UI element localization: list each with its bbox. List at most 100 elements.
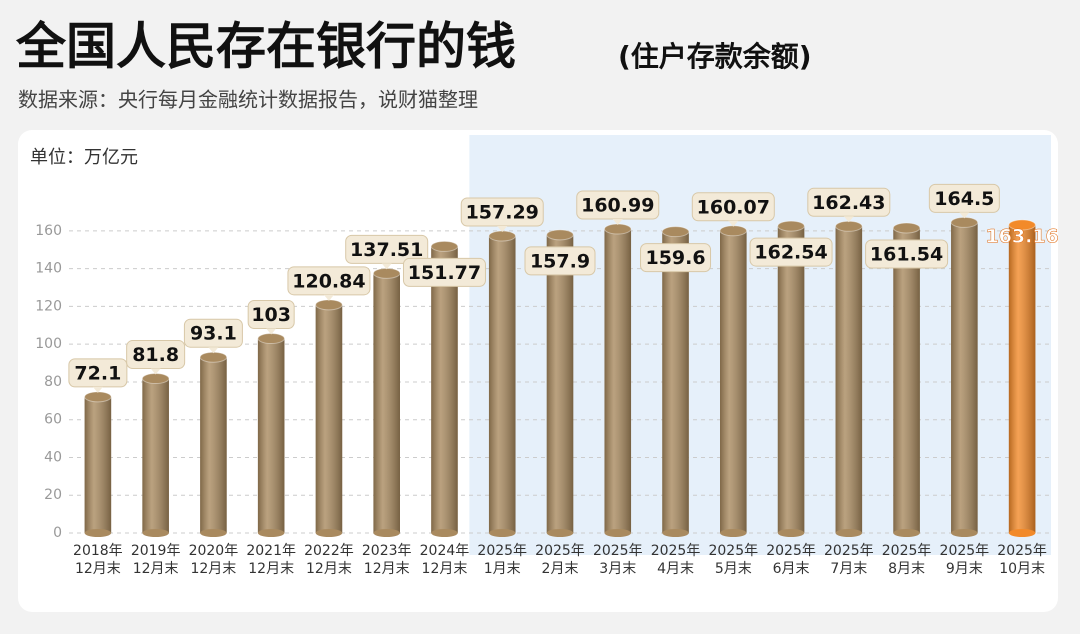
x-tick-label: 9月末	[946, 561, 983, 577]
bar-shade	[142, 378, 169, 533]
y-tick-label: 0	[53, 525, 62, 541]
x-tick-label: 2022年	[304, 543, 354, 559]
bar-base	[257, 529, 285, 537]
x-tick-label: 6月末	[773, 561, 810, 577]
bar-cap	[719, 225, 748, 237]
value-label-pointer	[381, 263, 392, 270]
value-label-box	[865, 239, 949, 269]
bar-shade	[720, 230, 747, 533]
bar-cap	[430, 240, 459, 252]
value-label-box	[749, 237, 833, 267]
x-tick-label: 2019年	[131, 543, 181, 559]
bar-cap	[141, 373, 170, 385]
bar-shade	[662, 231, 689, 534]
bar-cap	[892, 222, 921, 234]
x-tick-label: 2025年	[535, 543, 585, 559]
x-tick-label: 3月末	[599, 561, 636, 577]
value-label-pointer	[323, 294, 334, 301]
value-label-pointer	[497, 225, 508, 232]
x-tick-label: 12月末	[133, 561, 179, 577]
subtitle: 数据来源：央行每月金融统计数据报告，说财猫整理	[18, 88, 478, 112]
x-tick-label: 12月末	[190, 561, 236, 577]
bar-base	[951, 529, 978, 537]
value-label-box	[524, 246, 596, 276]
y-tick-label: 100	[35, 336, 62, 352]
x-tick-label: 12月末	[75, 561, 121, 577]
bar-shade	[951, 222, 978, 533]
bar-shade	[200, 357, 227, 533]
value-label-pointer	[150, 368, 161, 375]
bar-base	[315, 529, 343, 537]
bar-base	[546, 529, 574, 537]
bar-base	[1008, 529, 1036, 537]
y-tick-label: 40	[44, 449, 62, 465]
value-label-pointer	[843, 216, 854, 223]
x-tick-label: 2025年	[940, 543, 990, 559]
bar-base	[488, 529, 516, 537]
bar-base	[777, 529, 805, 537]
bar-base	[142, 529, 169, 537]
value-label-box	[402, 257, 486, 287]
bar-base	[200, 529, 227, 537]
value-label: 160.99	[581, 195, 654, 217]
x-tick-label: 5月末	[715, 561, 752, 577]
x-tick-label: 8月末	[888, 561, 925, 577]
value-label: 161.54	[870, 243, 943, 265]
x-tick-label: 2023年	[362, 543, 412, 559]
y-tick-label: 140	[35, 261, 62, 277]
title-note: (住户存款余额)	[618, 40, 812, 73]
value-label-pointer	[959, 212, 970, 219]
x-tick-label: 2025年	[882, 543, 932, 559]
bar-cap	[546, 229, 574, 241]
bar-base	[662, 529, 689, 537]
x-tick-label: 7月末	[830, 561, 867, 577]
x-tick-label: 2020年	[189, 543, 239, 559]
y-tick-label: 60	[44, 412, 62, 428]
bar-shade	[373, 273, 400, 533]
x-tick-label: 2018年	[73, 543, 123, 559]
bar-base	[373, 529, 400, 537]
x-tick-label: 2月末	[542, 561, 579, 577]
value-label-pointer	[612, 219, 623, 226]
x-tick-label: 2024年	[420, 543, 470, 559]
x-tick-label: 2025年	[766, 543, 816, 559]
bar-base	[84, 529, 112, 537]
chart-title: 全国人民存在银行的钱	[15, 18, 516, 76]
value-label-pointer	[92, 386, 103, 393]
bar-shade	[315, 304, 343, 533]
x-tick-label: 10月末	[999, 561, 1045, 577]
bar-base	[604, 529, 632, 537]
value-label: 162.54	[754, 242, 827, 264]
x-tick-label: 12月末	[248, 561, 294, 577]
value-label: 93.1	[190, 323, 237, 345]
bar-cap	[257, 333, 285, 345]
bar-cap	[603, 223, 632, 235]
bar-shade	[84, 396, 112, 533]
value-label: 151.77	[408, 262, 481, 284]
bar-cap	[372, 267, 401, 279]
value-label: 120.84	[292, 270, 365, 292]
value-label-pointer	[208, 347, 219, 354]
x-tick-label: 2025年	[708, 543, 758, 559]
x-tick-label: 2025年	[651, 543, 701, 559]
x-tick-label: 1月末	[484, 561, 521, 577]
value-label: 72.1	[74, 362, 121, 384]
x-tick-label: 2025年	[593, 543, 643, 559]
bar-cap	[777, 220, 805, 232]
bar-cap	[84, 391, 112, 403]
bar-cap	[199, 351, 228, 363]
bar-shade	[431, 246, 458, 533]
bar-shade	[604, 229, 632, 533]
bar-base	[893, 529, 920, 537]
unit-label: 单位：万亿元	[30, 147, 138, 168]
y-tick-label: 120	[35, 298, 62, 314]
y-tick-label: 160	[35, 223, 62, 239]
bar-base	[835, 529, 863, 537]
bar-base	[720, 529, 747, 537]
value-label: 163.16	[985, 225, 1058, 247]
y-tick-label: 20	[44, 487, 62, 503]
x-tick-label: 12月末	[364, 561, 410, 577]
value-label: 164.5	[934, 188, 994, 210]
value-label: 157.9	[530, 250, 590, 272]
value-label-box	[640, 243, 712, 273]
